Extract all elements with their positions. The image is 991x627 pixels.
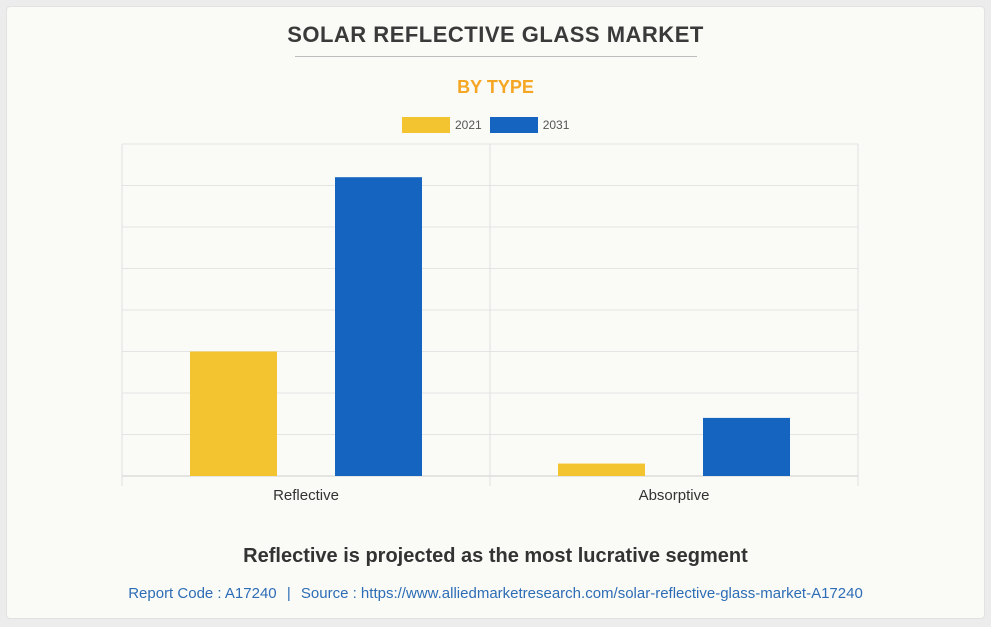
bars — [190, 177, 790, 476]
legend-swatch-2021 — [402, 117, 450, 133]
chart-title: SOLAR REFLECTIVE GLASS MARKET — [287, 22, 704, 47]
legend-item-2031[interactable]: 2031 — [489, 117, 570, 133]
report-code: Report Code : A17240 — [128, 585, 277, 602]
title-divider — [295, 56, 697, 57]
bar-absorptive-2031[interactable] — [703, 417, 790, 476]
chart-card — [6, 6, 985, 619]
x-axis-labels: Reflective Absorptive — [273, 487, 709, 504]
legend-swatch-2031 — [489, 117, 538, 133]
bar-absorptive-2021[interactable] — [558, 463, 645, 476]
bar-reflective-2031[interactable] — [335, 177, 422, 476]
x-tick-label-absorptive: Absorptive — [639, 487, 710, 504]
chart-subtitle: BY TYPE — [457, 77, 534, 97]
bar-reflective-2021[interactable] — [190, 351, 277, 477]
legend-label-2021: 2021 — [455, 118, 482, 132]
source-footer: Report Code : A17240 | Source : https://… — [0, 585, 991, 602]
chart-legend[interactable]: 2021 2031 — [402, 116, 577, 134]
insight-headline: Reflective is projected as the most lucr… — [243, 545, 748, 567]
x-tick-label-reflective: Reflective — [273, 487, 339, 504]
legend-label-2031: 2031 — [542, 118, 570, 132]
legend-item-2021[interactable]: 2021 — [402, 117, 482, 133]
source-link[interactable]: Source : https://www.alliedmarketresearc… — [300, 585, 863, 602]
footer-separator: | — [286, 585, 291, 602]
